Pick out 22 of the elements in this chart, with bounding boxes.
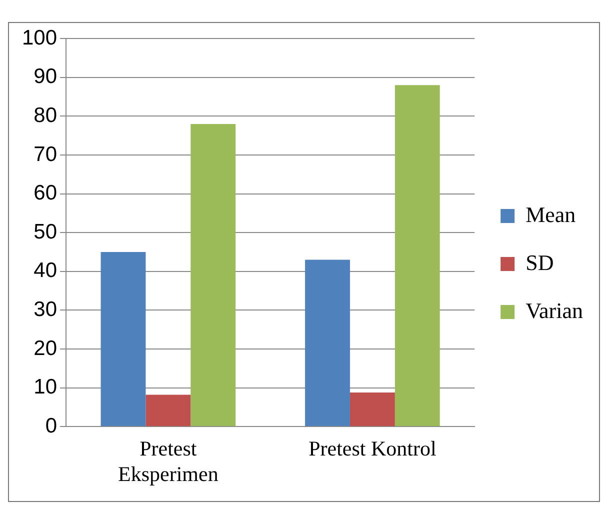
y-tick-label: 70: [34, 142, 58, 166]
y-tick-label: 80: [34, 104, 58, 127]
bar: [100, 252, 146, 426]
y-tick-label: 20: [34, 336, 58, 360]
bar: [394, 85, 440, 426]
x-tick-label: Pretest Eksperimen: [118, 436, 219, 486]
y-tick-label: 30: [34, 298, 58, 321]
legend-label: SD: [526, 250, 554, 275]
y-tick-label: 90: [34, 65, 58, 88]
y-tick-label: 50: [34, 220, 58, 244]
bar: [350, 392, 395, 426]
y-tick-label: 0: [45, 414, 58, 438]
y-tick-label: 100: [22, 26, 58, 50]
bar: [146, 394, 191, 426]
y-tick-label: 40: [34, 259, 58, 282]
bar: [190, 124, 236, 426]
y-tick-label: 10: [34, 376, 58, 399]
y-tick-label: 60: [34, 182, 58, 205]
legend-label: Mean: [526, 202, 576, 227]
bar: [305, 260, 350, 426]
legend-label: Varian: [526, 298, 584, 323]
x-tick-label: Pretest Kontrol: [308, 436, 436, 461]
